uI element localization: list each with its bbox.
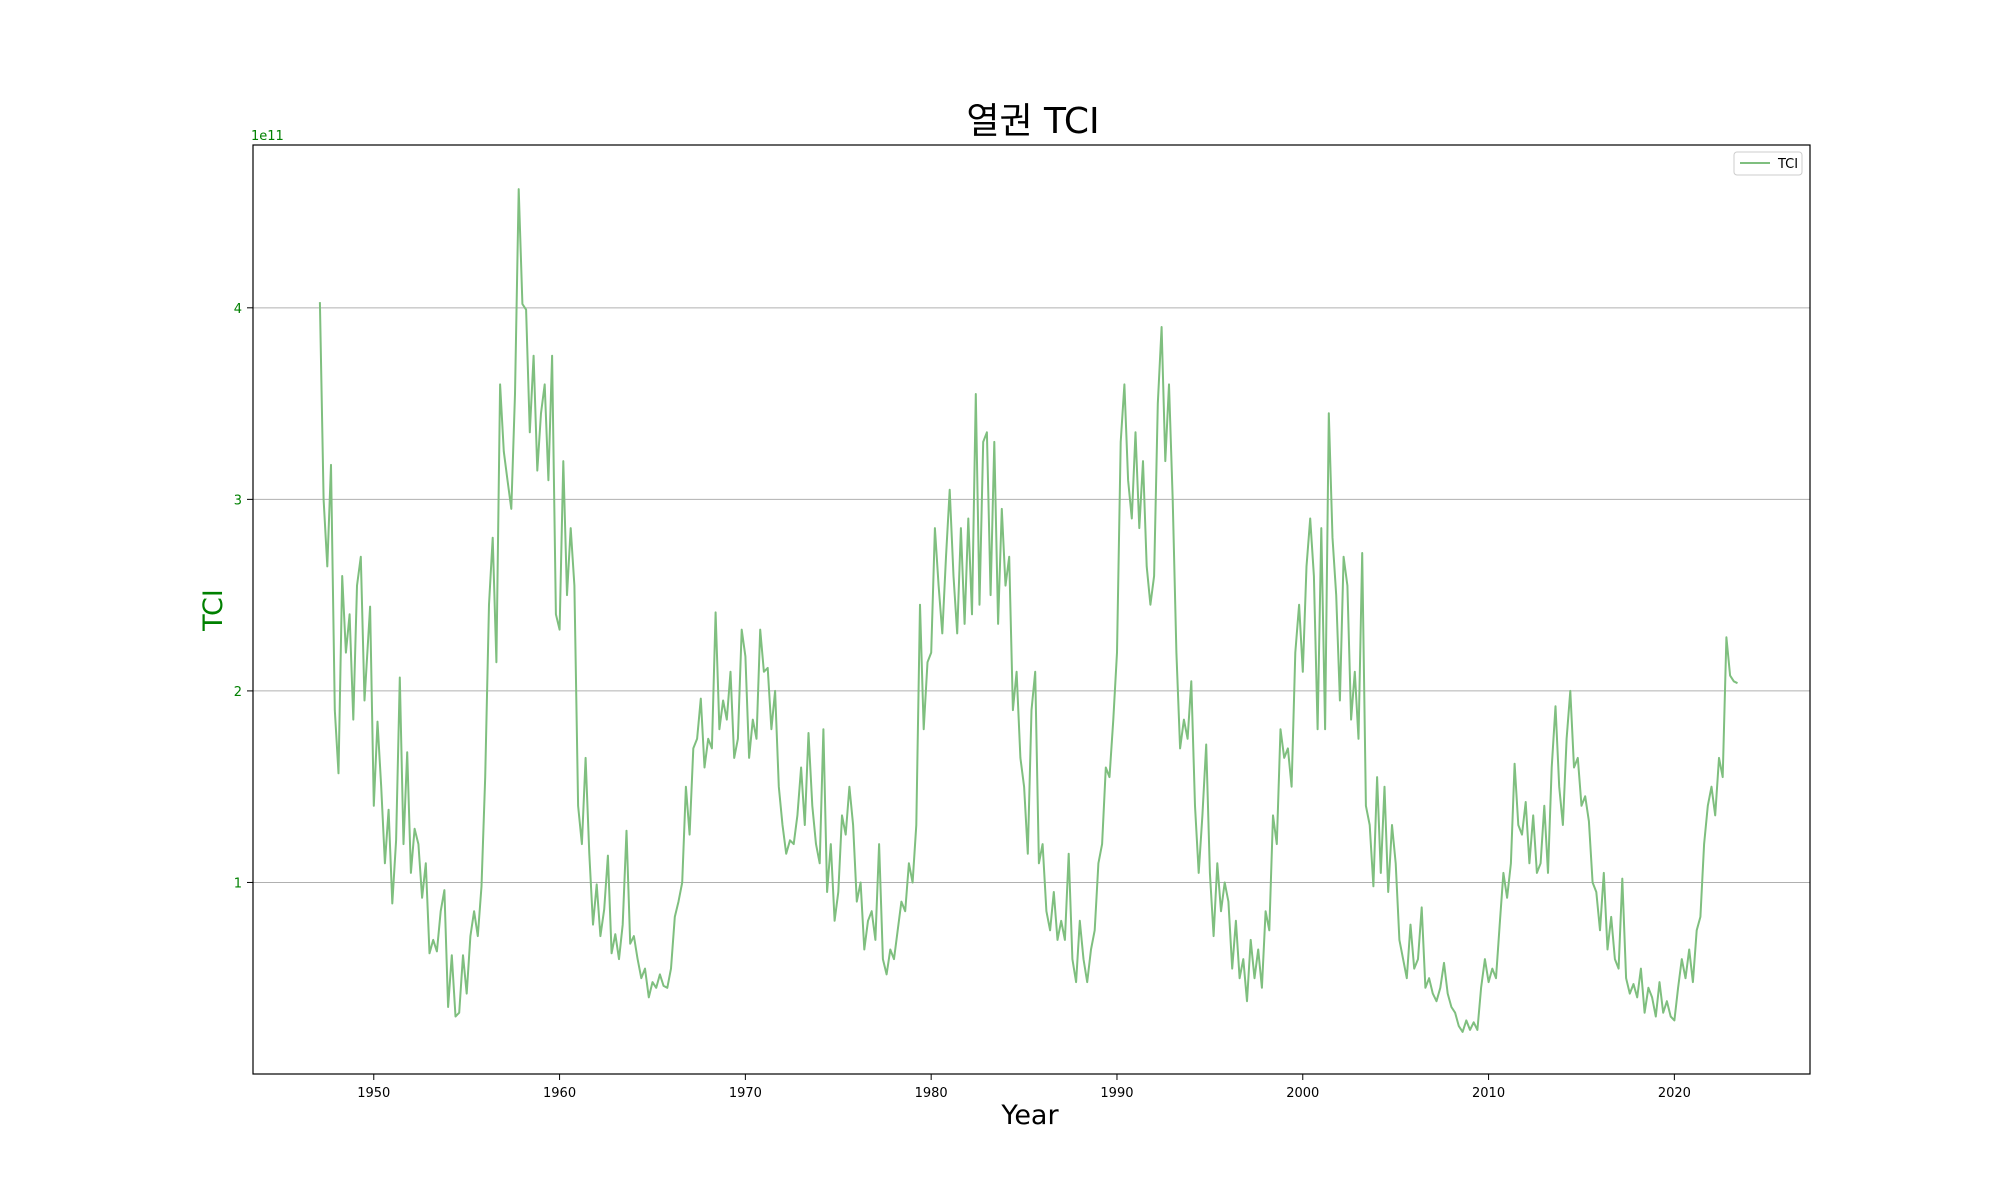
y-tick-label: 4 (234, 302, 242, 317)
x-tick-label: 1980 (915, 1086, 948, 1101)
legend: TCI (1733, 151, 1803, 176)
series-layer (318, 188, 1738, 1033)
chart-title: 열권 TCI (966, 101, 1099, 142)
x-axis: 1950 1960 1970 1980 1990 2000 2010 2020 (357, 1074, 1691, 1101)
legend-label: TCI (1777, 157, 1798, 172)
x-tick-label: 2000 (1286, 1086, 1319, 1101)
y-axis: 1 2 3 4 (234, 302, 253, 891)
y-axis-label: TCI (198, 589, 229, 632)
x-tick-label: 1950 (357, 1086, 390, 1101)
y-tick-label: 3 (234, 493, 242, 508)
x-tick-label: 1960 (543, 1086, 576, 1101)
x-axis-label: Year (1000, 1100, 1059, 1131)
x-tick-label: 2020 (1658, 1086, 1691, 1101)
x-tick-label: 1990 (1100, 1086, 1133, 1101)
y-tick-label: 2 (234, 685, 242, 700)
y-offset-label: 1e11 (251, 129, 284, 144)
series-line-tci (318, 188, 1738, 1033)
x-tick-label: 1970 (729, 1086, 762, 1101)
x-tick-label: 2010 (1472, 1086, 1505, 1101)
y-tick-label: 1 (234, 876, 242, 891)
plot-frame (252, 144, 1811, 1075)
